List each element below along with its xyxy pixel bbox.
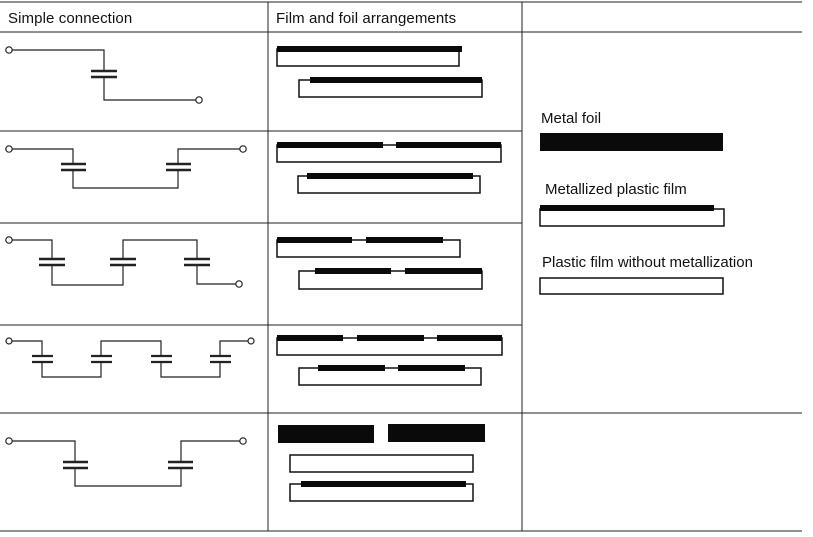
- header-film-foil-arrangements: Film and foil arrangements: [276, 10, 457, 27]
- circuit-row-5: [5, 437, 247, 487]
- film-arrangement-row-4: [276, 335, 503, 386]
- legend-swatch-metallized-film: [539, 205, 725, 227]
- legend-label-plastic-film: Plastic film without metallization: [542, 254, 753, 271]
- circuit-row-1: [5, 46, 203, 104]
- film-arrangement-row-3: [276, 237, 483, 290]
- circuit-row-4: [5, 337, 255, 378]
- film-arrangement-row-5: [278, 424, 485, 502]
- film-arrangement-row-2: [276, 142, 502, 194]
- film-arrangement-row-1: [276, 46, 483, 98]
- circuit-row-2: [5, 145, 247, 189]
- legend-swatch-plastic-film: [539, 277, 724, 295]
- header-simple-connection: Simple connection: [8, 10, 133, 27]
- legend-label-metal-foil: Metal foil: [541, 110, 602, 127]
- table-grid: [0, 1, 802, 532]
- legend-label-metallized-film: Metallized plastic film: [545, 181, 687, 198]
- circuit-row-3: [5, 236, 243, 288]
- legend-swatch-metal-foil: [540, 133, 723, 151]
